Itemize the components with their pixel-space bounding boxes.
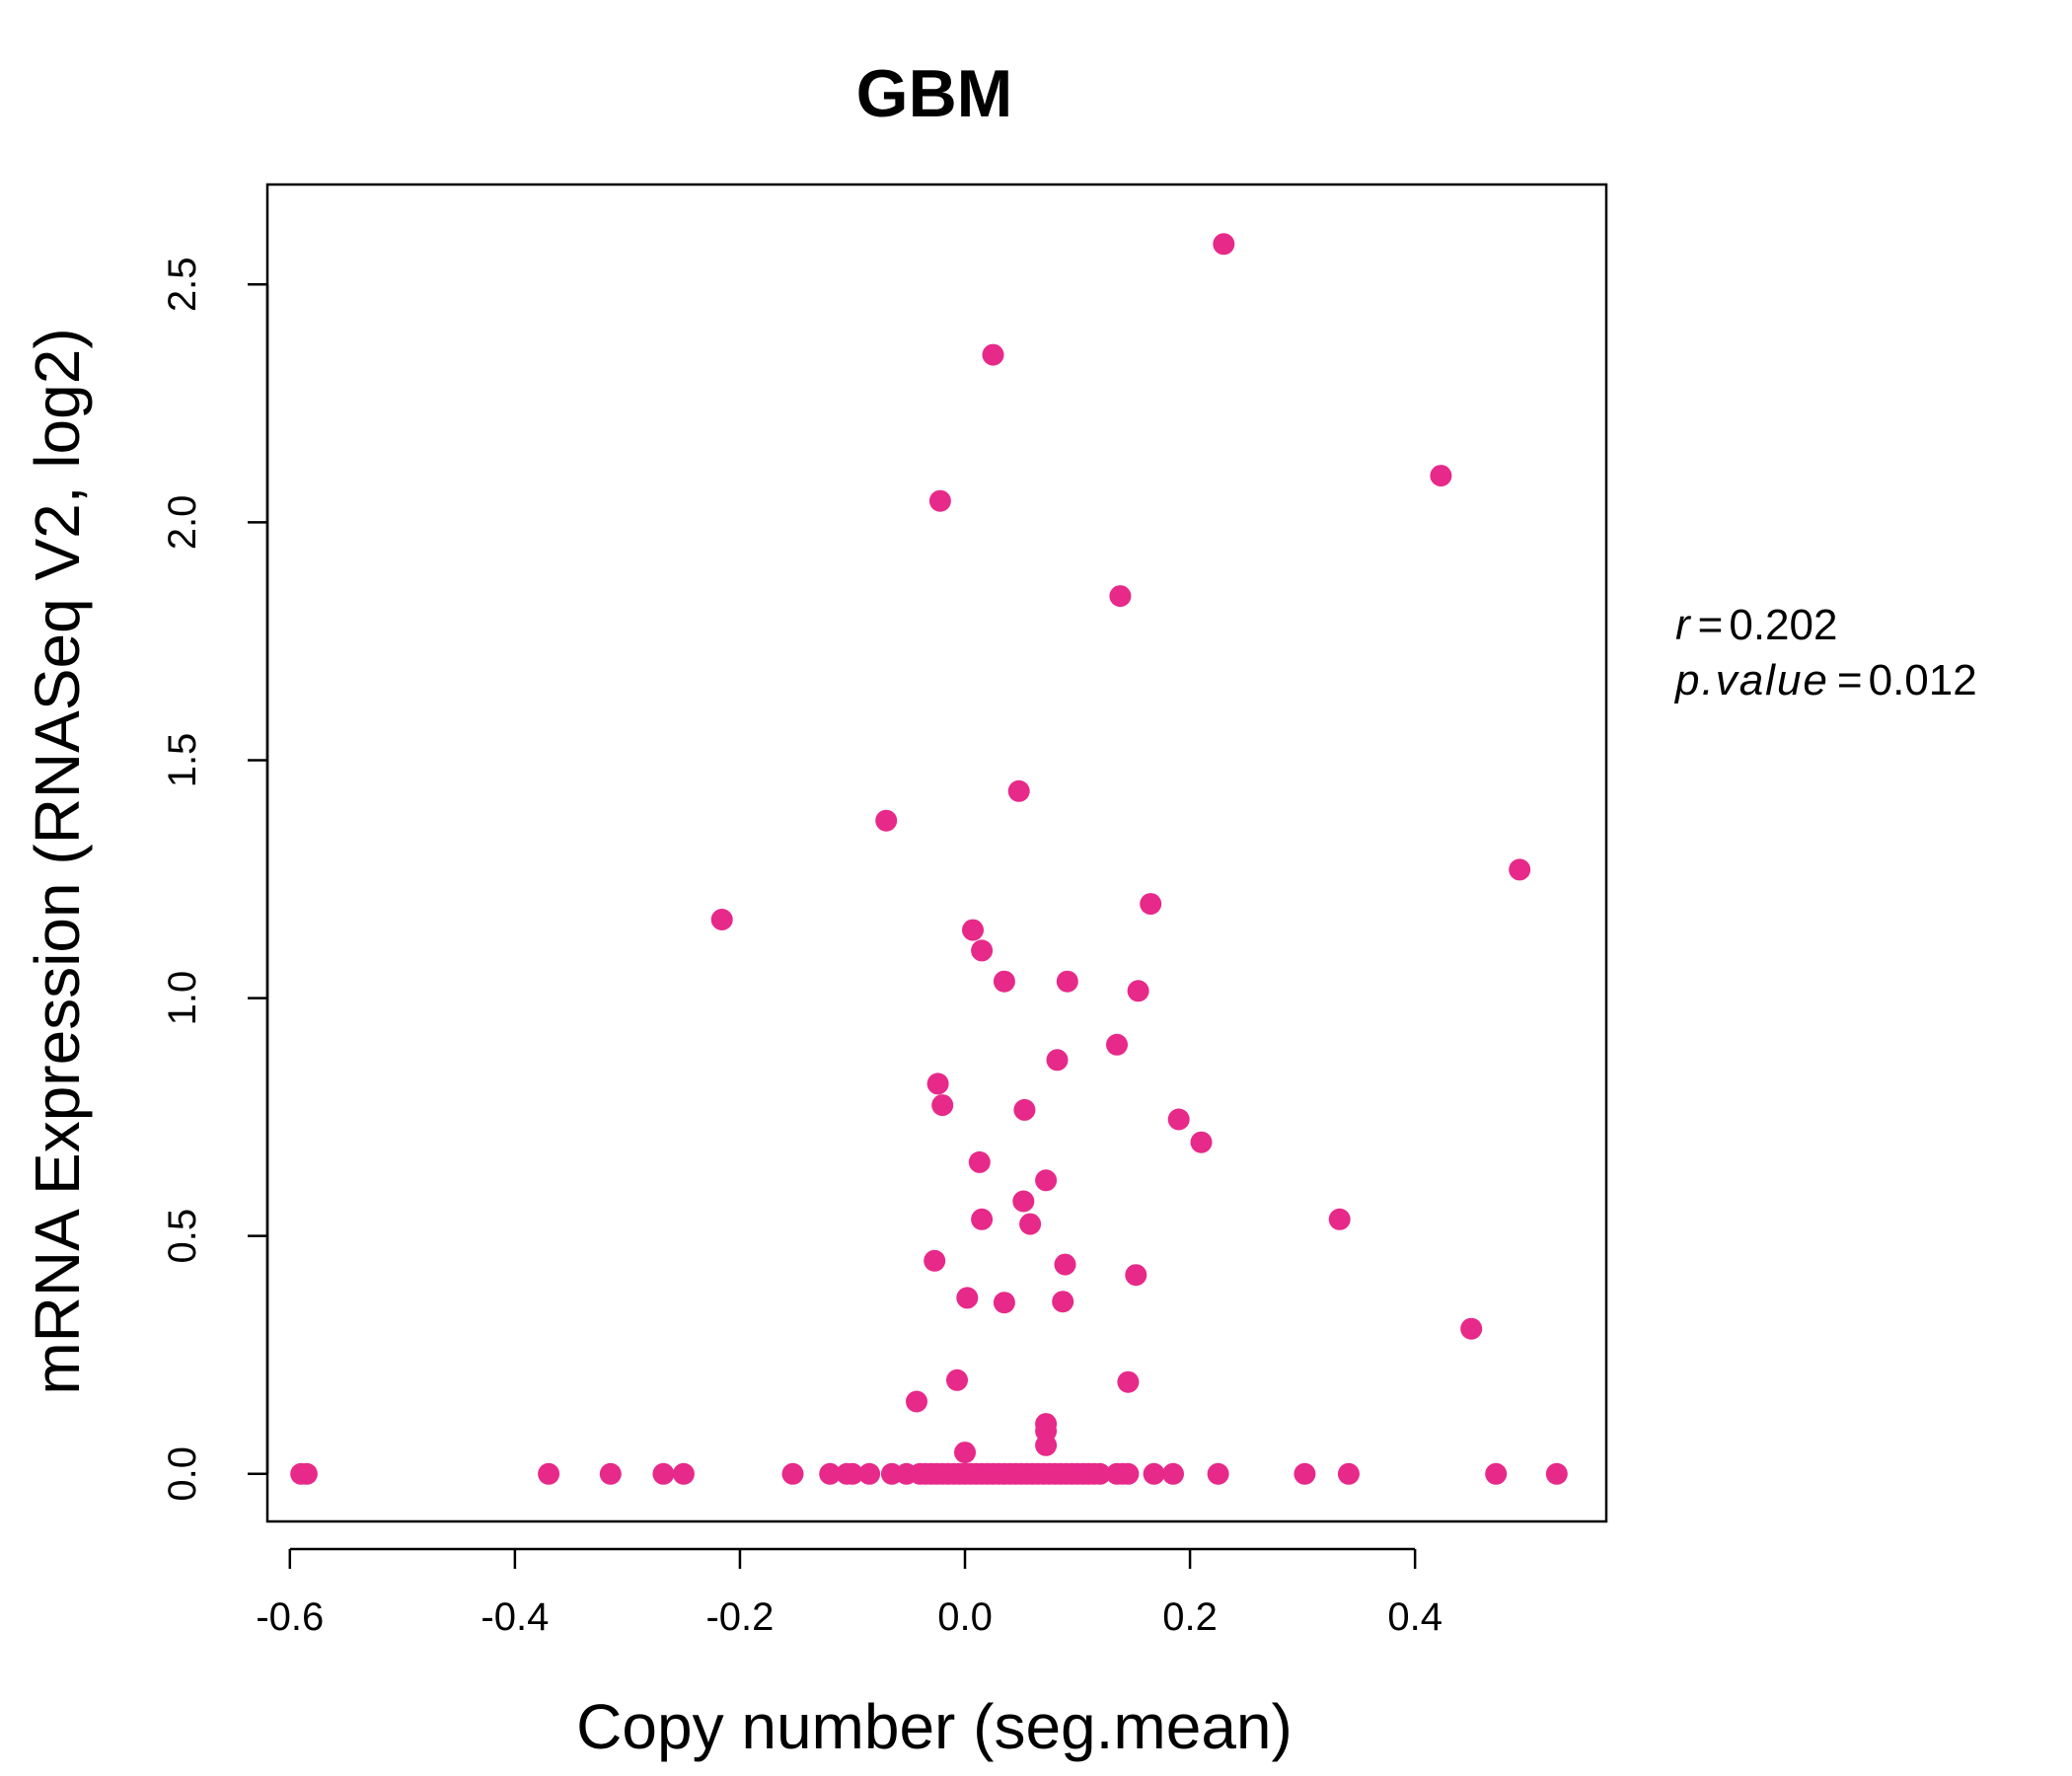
data-point: [924, 1249, 946, 1272]
data-point: [1117, 1370, 1140, 1393]
data-point: [1046, 1049, 1069, 1072]
data-point: [971, 1208, 994, 1230]
x-tick-label: 0.2: [1162, 1595, 1218, 1639]
data-point: [672, 1462, 695, 1485]
data-point: [1088, 1462, 1111, 1485]
data-point: [1328, 1208, 1351, 1230]
chart-title: GBM: [856, 56, 1013, 131]
r-stat-value: 0.202: [1729, 601, 1837, 649]
data-point: [710, 909, 733, 930]
data-point: [1012, 1190, 1035, 1213]
data-point: [946, 1369, 968, 1391]
data-point: [538, 1462, 560, 1485]
y-axis-label: mRNA Expression (RNASeq V2, log2): [22, 328, 93, 1394]
data-point: [1337, 1462, 1360, 1485]
data-point: [1485, 1462, 1508, 1485]
r-stat-label: r: [1675, 601, 1692, 649]
data-point: [1106, 1033, 1128, 1056]
p-value-value: 0.012: [1869, 656, 1977, 704]
data-point: [1162, 1462, 1184, 1485]
data-point: [926, 1073, 949, 1095]
data-point: [962, 919, 984, 941]
data-point: [1007, 779, 1030, 802]
data-point: [971, 939, 994, 962]
data-point: [842, 1462, 863, 1485]
data-point: [993, 1292, 1015, 1314]
plot-frame: [265, 183, 1608, 1523]
data-point: [993, 970, 1015, 993]
data-point: [652, 1462, 675, 1485]
data-point: [1213, 233, 1235, 256]
data-point: [931, 1094, 954, 1117]
y-tick-label: 0.0: [161, 1446, 204, 1502]
data-point: [956, 1287, 979, 1309]
y-tick-label: 1.5: [161, 733, 204, 788]
data-point: [1117, 1462, 1140, 1485]
data-point: [1056, 970, 1078, 993]
data-point: [1509, 858, 1531, 881]
data-point: [1054, 1253, 1076, 1276]
y-tick-label: 1.0: [161, 971, 204, 1026]
x-tick-label: -0.6: [256, 1595, 324, 1639]
data-point: [1109, 585, 1132, 608]
data-point: [982, 343, 1004, 366]
data-point: [599, 1462, 622, 1485]
data-point: [1125, 1264, 1147, 1287]
x-tick-label: -0.4: [481, 1595, 549, 1639]
data-point: [1207, 1462, 1229, 1485]
data-point: [1167, 1108, 1190, 1131]
data-point: [1127, 980, 1149, 1002]
y-tick-label: 2.5: [161, 257, 204, 312]
data-point: [928, 489, 951, 512]
y-tick-label: 2.0: [161, 495, 204, 551]
r-stat: r = 0.202: [1675, 601, 1837, 649]
x-tick-label: 0.4: [1387, 1595, 1443, 1639]
y-axis: 0.0 0.5 1.0 1.5 2.0 2.5: [161, 257, 269, 1502]
y-tick-label: 0.5: [161, 1209, 204, 1264]
data-point: [1035, 1413, 1058, 1436]
x-tick-label: 0.0: [937, 1595, 993, 1639]
data-point: [968, 1150, 991, 1173]
data-point: [1545, 1462, 1568, 1485]
p-value-stat: p.value = 0.012: [1673, 656, 1977, 704]
data-point: [295, 1462, 318, 1485]
x-axis-label: Copy number (seg.mean): [576, 1691, 1293, 1762]
data-point: [1019, 1213, 1042, 1235]
data-point: [1140, 893, 1162, 916]
x-axis: -0.6 -0.4 -0.2 0.0 0.2 0.4: [256, 1547, 1443, 1639]
points-layer: [290, 233, 1568, 1485]
data-point: [819, 1462, 842, 1485]
data-point: [781, 1462, 804, 1485]
data-point: [1013, 1098, 1036, 1121]
data-point: [858, 1462, 881, 1485]
data-point: [875, 809, 898, 832]
data-point: [1294, 1462, 1316, 1485]
data-point: [1460, 1317, 1483, 1340]
x-tick-label: -0.2: [705, 1595, 774, 1639]
data-point: [1190, 1131, 1213, 1153]
data-point: [1430, 465, 1452, 487]
data-point: [1035, 1169, 1058, 1192]
p-value-label: p.value: [1673, 656, 1829, 704]
data-point: [954, 1442, 976, 1464]
data-point: [1143, 1462, 1165, 1485]
data-point: [1052, 1291, 1074, 1313]
data-point: [906, 1390, 927, 1413]
